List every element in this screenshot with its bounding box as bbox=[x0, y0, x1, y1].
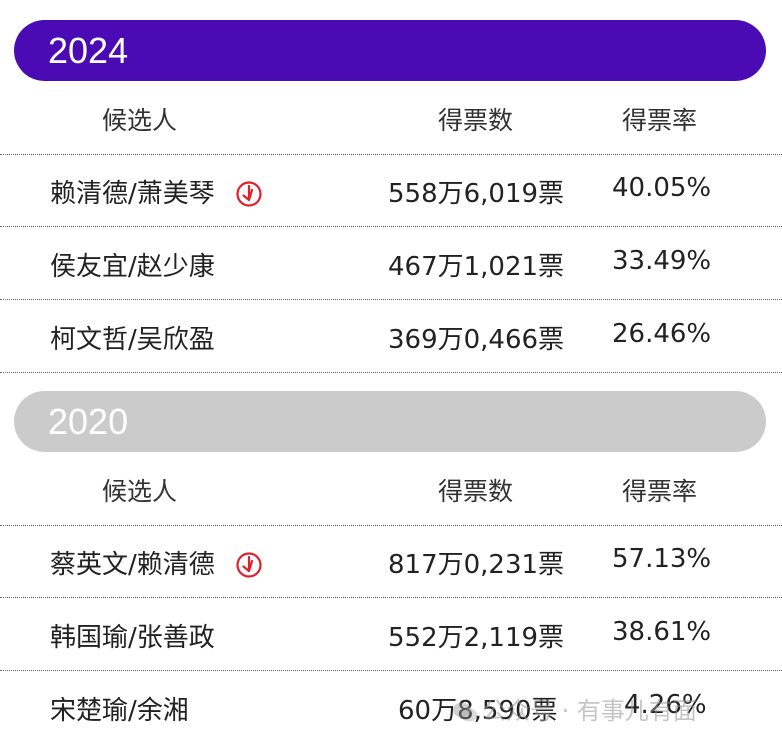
header-votes: 得票数 bbox=[438, 477, 514, 506]
year-banner-2024: 2024 bbox=[14, 20, 766, 81]
vote-count: 467万1,021票 bbox=[388, 252, 565, 282]
header-votes: 得票数 bbox=[438, 106, 514, 135]
candidate-name: 韩国瑜/张善政 bbox=[50, 623, 215, 653]
vote-count: 558万6,019票 bbox=[388, 179, 565, 209]
table-row: 韩国瑜/张善政 552万2,119票 38.61% bbox=[0, 598, 782, 671]
vote-rate: 4.26% bbox=[624, 690, 707, 720]
vote-rate: 33.49% bbox=[612, 246, 712, 276]
header-candidate: 候选人 bbox=[102, 477, 178, 506]
vote-stamp-icon bbox=[236, 552, 262, 578]
header-candidate: 候选人 bbox=[102, 106, 178, 135]
watermark: 公众号 · 有事儿有面 bbox=[452, 694, 762, 728]
vote-rate: 38.61% bbox=[612, 617, 712, 647]
vote-count: 552万2,119票 bbox=[388, 623, 565, 653]
candidate-name: 宋楚瑜/余湘 bbox=[50, 696, 189, 726]
watermark-text: 公众号 · 有事儿有面 bbox=[482, 697, 697, 725]
vote-stamp-icon bbox=[236, 181, 262, 207]
vote-rate: 26.46% bbox=[612, 319, 712, 349]
table-row: 蔡英文/赖清德 817万0,231票 57.13% bbox=[0, 525, 782, 598]
table-row: 侯友宜/赵少康 467万1,021票 33.49% bbox=[0, 227, 782, 300]
vote-count: 369万0,466票 bbox=[388, 325, 565, 355]
wechat-icon bbox=[453, 702, 477, 722]
header-rate: 得票率 bbox=[622, 477, 698, 506]
table-row: 柯文哲/吴欣盈 369万0,466票 26.46% bbox=[0, 300, 782, 373]
candidate-name: 柯文哲/吴欣盈 bbox=[50, 325, 215, 355]
candidate-name: 蔡英文/赖清德 bbox=[50, 550, 215, 580]
table-row: 宋楚瑜/余湘 60万8,590票 4.26% bbox=[0, 671, 782, 743]
candidate-name: 赖清德/萧美琴 bbox=[50, 179, 215, 209]
year-banner-2020: 2020 bbox=[14, 391, 766, 452]
vote-rate: 57.13% bbox=[612, 544, 712, 574]
table-header: 候选人 得票数 得票率 bbox=[0, 452, 782, 526]
table-row: 赖清德/萧美琴 558万6,019票 40.05% bbox=[0, 154, 782, 227]
vote-rate: 40.05% bbox=[612, 173, 712, 203]
vote-count: 60万8,590票 bbox=[398, 696, 558, 726]
candidate-name: 侯友宜/赵少康 bbox=[50, 252, 215, 282]
header-rate: 得票率 bbox=[622, 106, 698, 135]
table-header: 候选人 得票数 得票率 bbox=[0, 81, 782, 155]
vote-count: 817万0,231票 bbox=[388, 550, 565, 580]
